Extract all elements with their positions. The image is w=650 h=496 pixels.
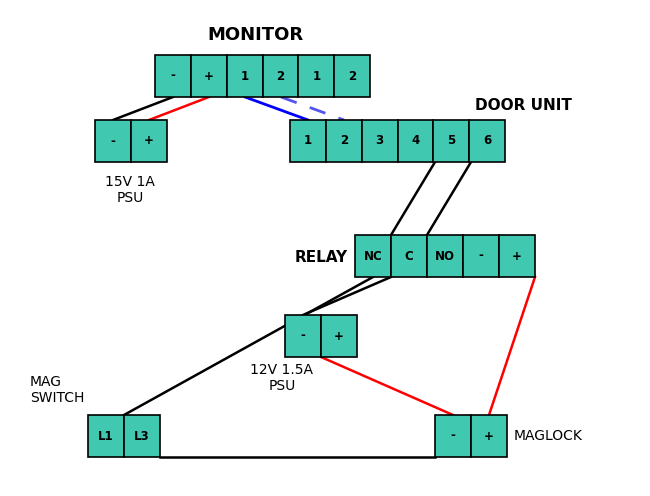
Text: RELAY: RELAY — [295, 249, 348, 264]
Text: L3: L3 — [134, 430, 150, 442]
Text: C: C — [404, 249, 413, 262]
Text: -: - — [450, 430, 456, 442]
Text: MAG
SWITCH: MAG SWITCH — [30, 375, 84, 405]
Text: -: - — [111, 134, 116, 147]
Text: NC: NC — [363, 249, 382, 262]
Text: 1: 1 — [240, 69, 249, 82]
Bar — [290, 120, 326, 162]
Bar — [326, 120, 361, 162]
Text: 2: 2 — [348, 69, 356, 82]
Text: MAGLOCK: MAGLOCK — [514, 429, 583, 443]
Bar — [471, 415, 507, 457]
Bar — [427, 235, 463, 277]
Text: 2: 2 — [340, 134, 348, 147]
Text: 1: 1 — [304, 134, 312, 147]
Text: +: + — [484, 430, 494, 442]
Text: -: - — [170, 69, 176, 82]
Bar — [391, 235, 427, 277]
Bar — [355, 235, 391, 277]
Bar — [131, 120, 167, 162]
Text: L1: L1 — [98, 430, 114, 442]
Text: 5: 5 — [447, 134, 456, 147]
Text: +: + — [334, 329, 344, 343]
Bar — [227, 55, 263, 97]
Bar — [263, 55, 298, 97]
Text: 6: 6 — [483, 134, 491, 147]
Bar — [435, 415, 471, 457]
Text: DOOR UNIT: DOOR UNIT — [475, 98, 572, 113]
Text: +: + — [512, 249, 522, 262]
Text: 15V 1A
PSU: 15V 1A PSU — [105, 175, 155, 205]
Text: 3: 3 — [376, 134, 384, 147]
Text: -: - — [300, 329, 306, 343]
Bar — [88, 415, 124, 457]
Bar — [95, 120, 131, 162]
Text: +: + — [144, 134, 154, 147]
Bar — [334, 55, 370, 97]
Text: MONITOR: MONITOR — [207, 26, 303, 44]
Bar — [191, 55, 227, 97]
Bar — [321, 315, 357, 357]
Text: -: - — [478, 249, 484, 262]
Bar — [398, 120, 434, 162]
Text: 4: 4 — [411, 134, 419, 147]
Bar — [298, 55, 334, 97]
Bar — [463, 235, 499, 277]
Bar — [469, 120, 505, 162]
Text: 12V 1.5A
PSU: 12V 1.5A PSU — [250, 363, 313, 393]
Text: 1: 1 — [312, 69, 320, 82]
Text: 2: 2 — [276, 69, 285, 82]
Bar — [499, 235, 535, 277]
Bar — [124, 415, 160, 457]
Bar — [434, 120, 469, 162]
Bar — [285, 315, 321, 357]
Text: NO: NO — [435, 249, 455, 262]
Bar — [361, 120, 398, 162]
Text: +: + — [204, 69, 214, 82]
Bar — [155, 55, 191, 97]
